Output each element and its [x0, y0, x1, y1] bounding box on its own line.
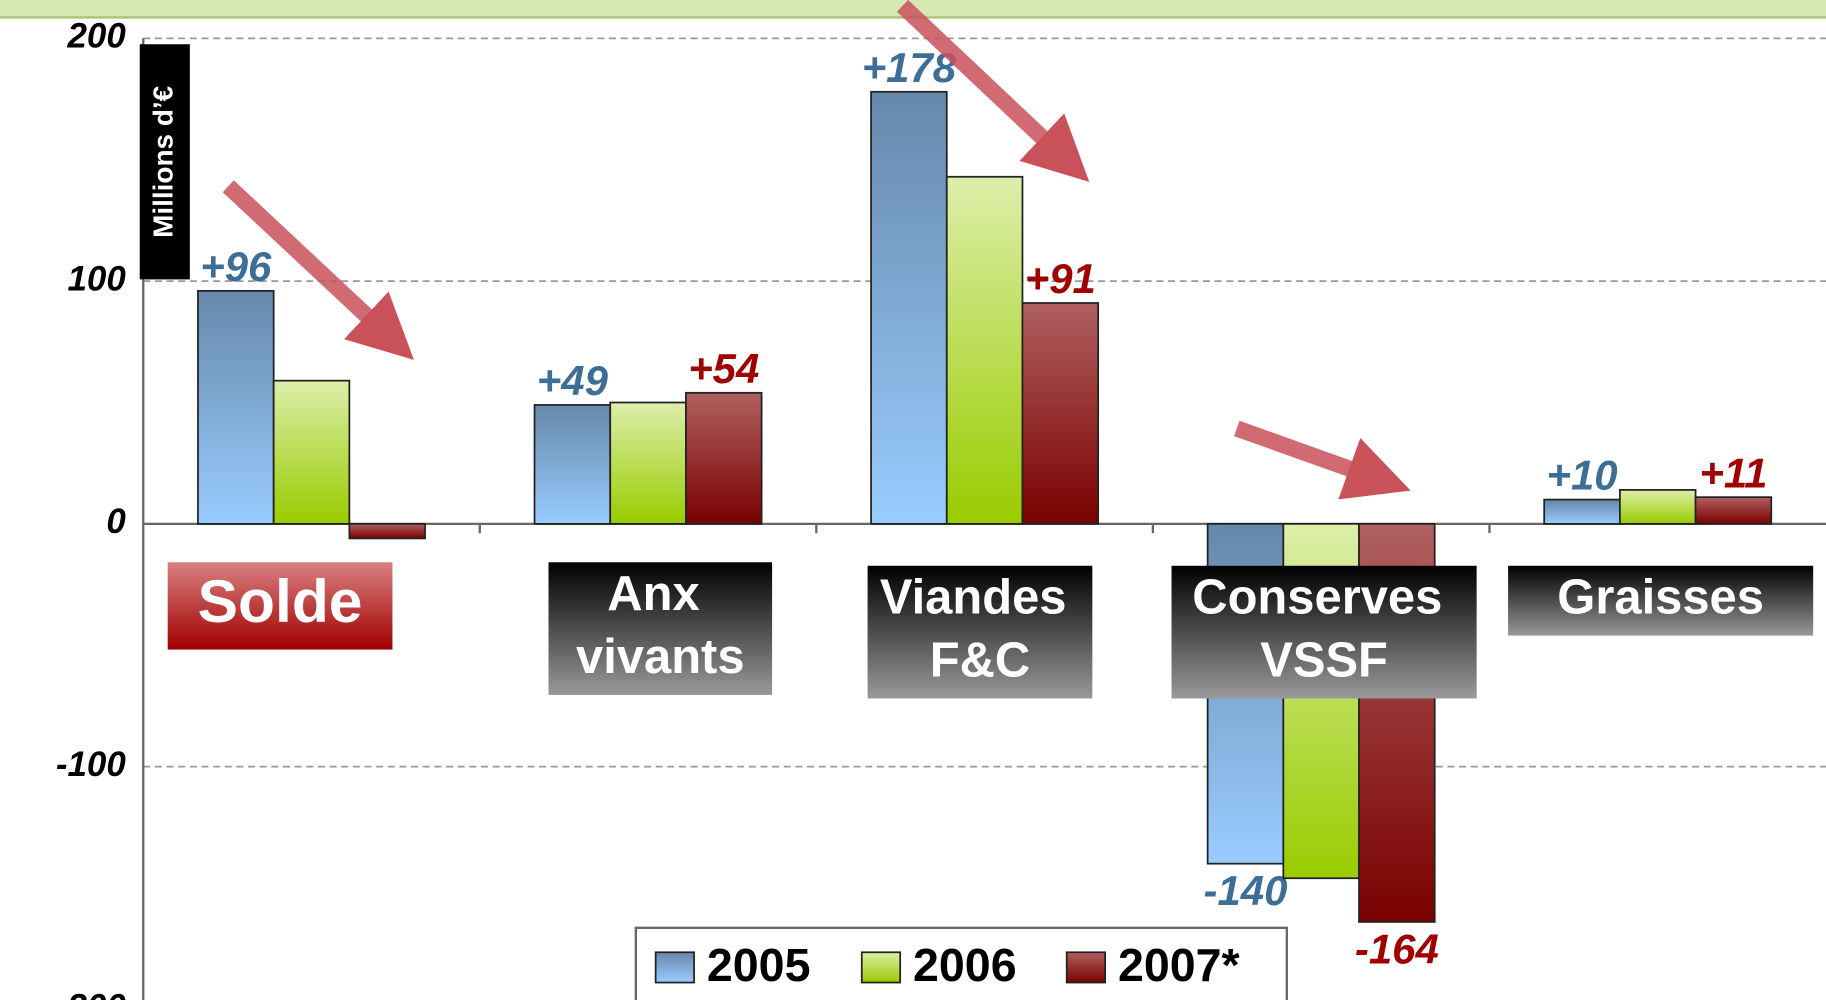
y-axis-label: Millions d’€	[148, 85, 179, 238]
category-label: Viandes F&C	[880, 571, 1080, 688]
category-box	[1508, 565, 1814, 636]
trend-arrow	[896, 0, 1090, 182]
value-label: +91	[1025, 255, 1096, 302]
trend-arrow	[222, 180, 414, 360]
legend-swatch	[860, 951, 902, 984]
value-label: +49	[537, 357, 609, 404]
bar	[197, 289, 275, 525]
plot-area: 200 100 0 -100 -200 +96 Solde +49 +54 Anx vivants…	[56, 17, 1826, 1000]
y-tick-label: 100	[67, 259, 126, 298]
bar	[1694, 496, 1773, 525]
value-label: +11	[1699, 449, 1767, 496]
bar	[1543, 498, 1621, 525]
legend-label: 2006	[913, 939, 1017, 991]
legend-box	[634, 926, 1288, 1000]
value-label: -164	[1355, 925, 1439, 972]
category-box	[548, 562, 773, 695]
category-box	[1171, 565, 1477, 699]
category-label: Graisses	[1557, 571, 1764, 625]
category-box	[167, 562, 393, 650]
bar	[272, 379, 351, 525]
category-label: Solde	[198, 567, 363, 635]
bar	[685, 391, 763, 525]
category-box	[867, 565, 1093, 699]
value-label: -140	[1204, 867, 1288, 914]
legend-label: 2007*	[1118, 939, 1241, 991]
bar	[1021, 302, 1100, 525]
y-tick-label: 0	[106, 502, 126, 541]
bar	[533, 404, 612, 525]
legend-swatch	[654, 951, 695, 984]
y-tick-label: -100	[56, 745, 126, 784]
bar	[1619, 489, 1697, 525]
trend-arrow	[1233, 420, 1411, 500]
y-tick-label: 200	[66, 17, 126, 56]
category-label: Conserves VSSF	[1192, 571, 1456, 688]
legend-label: 2005	[707, 939, 811, 991]
bar	[945, 175, 1024, 525]
value-label: +10	[1546, 452, 1617, 499]
bar	[609, 401, 687, 525]
category-label: Anx vivants	[576, 567, 745, 684]
y-tick-label: -200	[56, 988, 126, 1000]
value-label: +96	[200, 243, 272, 290]
bar	[870, 90, 948, 525]
y-label-box	[139, 44, 190, 280]
legend-swatch	[1065, 951, 1107, 984]
bar	[348, 522, 426, 540]
value-label: +54	[688, 345, 759, 392]
